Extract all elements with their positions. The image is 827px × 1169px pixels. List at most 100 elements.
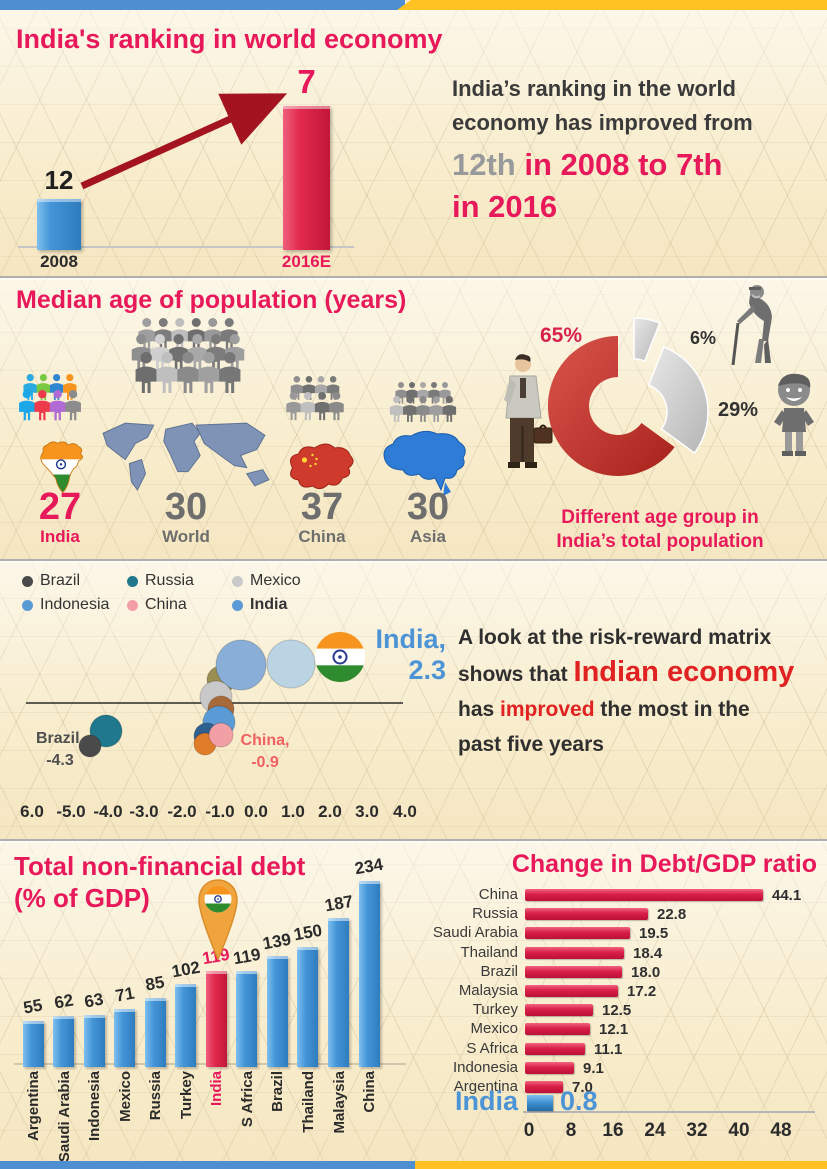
businessman-illustration — [504, 354, 553, 468]
debt-bar-label: Thailand — [299, 1071, 317, 1133]
legend-label: Indonesia — [40, 596, 110, 613]
legend-item-Brazil: Brazil — [22, 572, 127, 590]
debt-bar-label: India — [208, 1071, 226, 1107]
india-people-icon — [19, 374, 81, 421]
debt-title-line1: Total non-financial debt — [14, 851, 306, 881]
ranking-axis-line — [18, 246, 354, 248]
india-point-label: India, 2.3 — [350, 624, 446, 686]
debt-title: Total non-financial debt (% of GDP) — [14, 850, 324, 914]
debt-change-title: Change in Debt/GDP ratio — [511, 850, 817, 878]
debt-bar-S Africa — [236, 971, 258, 1067]
legend-item-Mexico: Mexico — [232, 572, 332, 590]
debt-change-value: 17.2 — [627, 983, 657, 1000]
asia-map-icon — [383, 430, 466, 496]
median-value-World: 30 — [164, 486, 208, 528]
risk-narrative-line2: shows that Indian economy — [458, 655, 808, 692]
risk-x-tick: -1.0 — [205, 802, 235, 821]
debt-bar-Mexico — [114, 1009, 136, 1067]
china-point-label: China, -0.9 — [232, 730, 298, 774]
ranking-narrative-line1: India’s ranking in the world — [452, 76, 736, 101]
debt-change-bar-Thailand — [525, 947, 624, 959]
debt-bar-China — [358, 881, 380, 1067]
top-strip-yellow — [397, 0, 827, 10]
median-value-India: 27 — [38, 486, 82, 528]
debt-bar-label: Indonesia — [86, 1071, 104, 1142]
donut-label-29: 29% — [718, 399, 759, 421]
legend-dot-icon — [22, 575, 33, 587]
donut-caption-line1: Different age group in — [561, 507, 759, 528]
debt-bar-label: Argentina — [25, 1071, 42, 1142]
debt-change-value: 18.4 — [633, 945, 663, 962]
risk-x-tick: 3.0 — [355, 802, 379, 821]
section-divider-2 — [0, 559, 827, 561]
risk-x-tick: -2.0 — [167, 802, 197, 821]
debt-change-value: 7.0 — [572, 1079, 593, 1096]
donut-label-65: 65% — [540, 324, 583, 347]
debt-change-bar-Russia — [525, 908, 648, 920]
median-label-Asia: Asia — [410, 527, 446, 546]
debt-bar-label: Turkey — [177, 1071, 195, 1120]
debt-change-bar-India — [527, 1095, 553, 1111]
bubble-legend: Brazil Russia Mexico Indonesia China India — [22, 572, 332, 614]
section-risk-bg — [0, 561, 827, 839]
section-divider-3 — [0, 839, 827, 841]
debt-bar-label: Russia — [147, 1071, 165, 1121]
debt-bar-Thailand — [297, 947, 319, 1067]
risk-x-tick: -3.0 — [129, 802, 159, 821]
brazil-point-label: Brazil, -4.3 — [28, 728, 92, 772]
debt-bar-Malaysia — [328, 918, 349, 1067]
china-point-label-value: -0.9 — [251, 754, 279, 771]
risk-line3-red: improved — [500, 698, 595, 721]
median-age-title: Median age of population (years) — [16, 286, 407, 314]
risk-narrative-line1: A look at the risk-reward matrix — [458, 626, 772, 649]
debt-bar-label: S Africa — [238, 1071, 256, 1128]
debt-change-value: 12.1 — [599, 1021, 629, 1038]
debt-bar-Turkey — [175, 984, 197, 1067]
section-ranking-bg — [0, 10, 827, 276]
donut-label-6: 6% — [690, 328, 717, 348]
debt-change-value: 18.0 — [631, 964, 661, 981]
median-value-Asia: 30 — [406, 486, 450, 528]
debt-bar-Saudi Arabia — [53, 1016, 75, 1067]
india-map-icon — [40, 441, 83, 494]
ranking-bar-value: 7 — [297, 63, 316, 100]
world-crowd-icon — [131, 318, 245, 394]
risk-reward-bubble-chart — [26, 632, 403, 758]
debt-change-bar-S Africa — [525, 1043, 585, 1055]
debt-change-bar-Mexico — [525, 1023, 590, 1035]
ranking-bar-2016E — [283, 106, 330, 250]
risk-x-tick: 1.0 — [281, 802, 305, 821]
risk-x-tick: -4.0 — [93, 802, 123, 821]
debt-change-x-tick: 8 — [565, 1120, 577, 1141]
bottom-strip-yellow — [415, 1161, 827, 1169]
legend-label: India — [250, 596, 288, 613]
donut-caption-line2: India’s total population — [556, 531, 764, 552]
debt-bar-label: Malaysia — [330, 1071, 348, 1134]
debt-bar-label: China — [361, 1071, 379, 1113]
legend-dot-icon — [127, 599, 138, 611]
legend-label: China — [145, 596, 187, 613]
debt-change-value: 12.5 — [602, 1002, 632, 1019]
risk-x-tick: 4.0 — [393, 802, 417, 821]
india-pin-icon — [198, 879, 238, 961]
ranking-narrative-line4: in 2016 — [452, 189, 558, 224]
old-man-illustration — [731, 285, 772, 366]
median-label-China: China — [298, 527, 346, 546]
debt-bar-Indonesia — [83, 1015, 105, 1067]
debt-bar-Russia — [144, 998, 166, 1067]
debt-change-value: 11.1 — [594, 1041, 623, 1058]
debt-change-value: 44.1 — [772, 887, 802, 904]
legend-dot-icon — [232, 575, 243, 587]
debt-change-label-S Africa: S Africa — [466, 1040, 518, 1057]
debt-change-label-China: China — [478, 886, 518, 903]
ranking-bar-label: 2016E — [281, 252, 332, 271]
debt-change-value-India: 0.8 — [560, 1086, 598, 1116]
risk-narrative: A look at the risk-reward matrix shows t… — [458, 620, 808, 762]
debt-change-bar-Argentina — [525, 1081, 563, 1093]
debt-change-label-Turkey: Turkey — [472, 1001, 518, 1018]
median-label-World: World — [162, 527, 210, 546]
risk-line2-red: Indian economy — [573, 656, 795, 688]
india-point-label-name: India, — [375, 624, 446, 654]
debt-bar-Argentina — [22, 1021, 44, 1067]
